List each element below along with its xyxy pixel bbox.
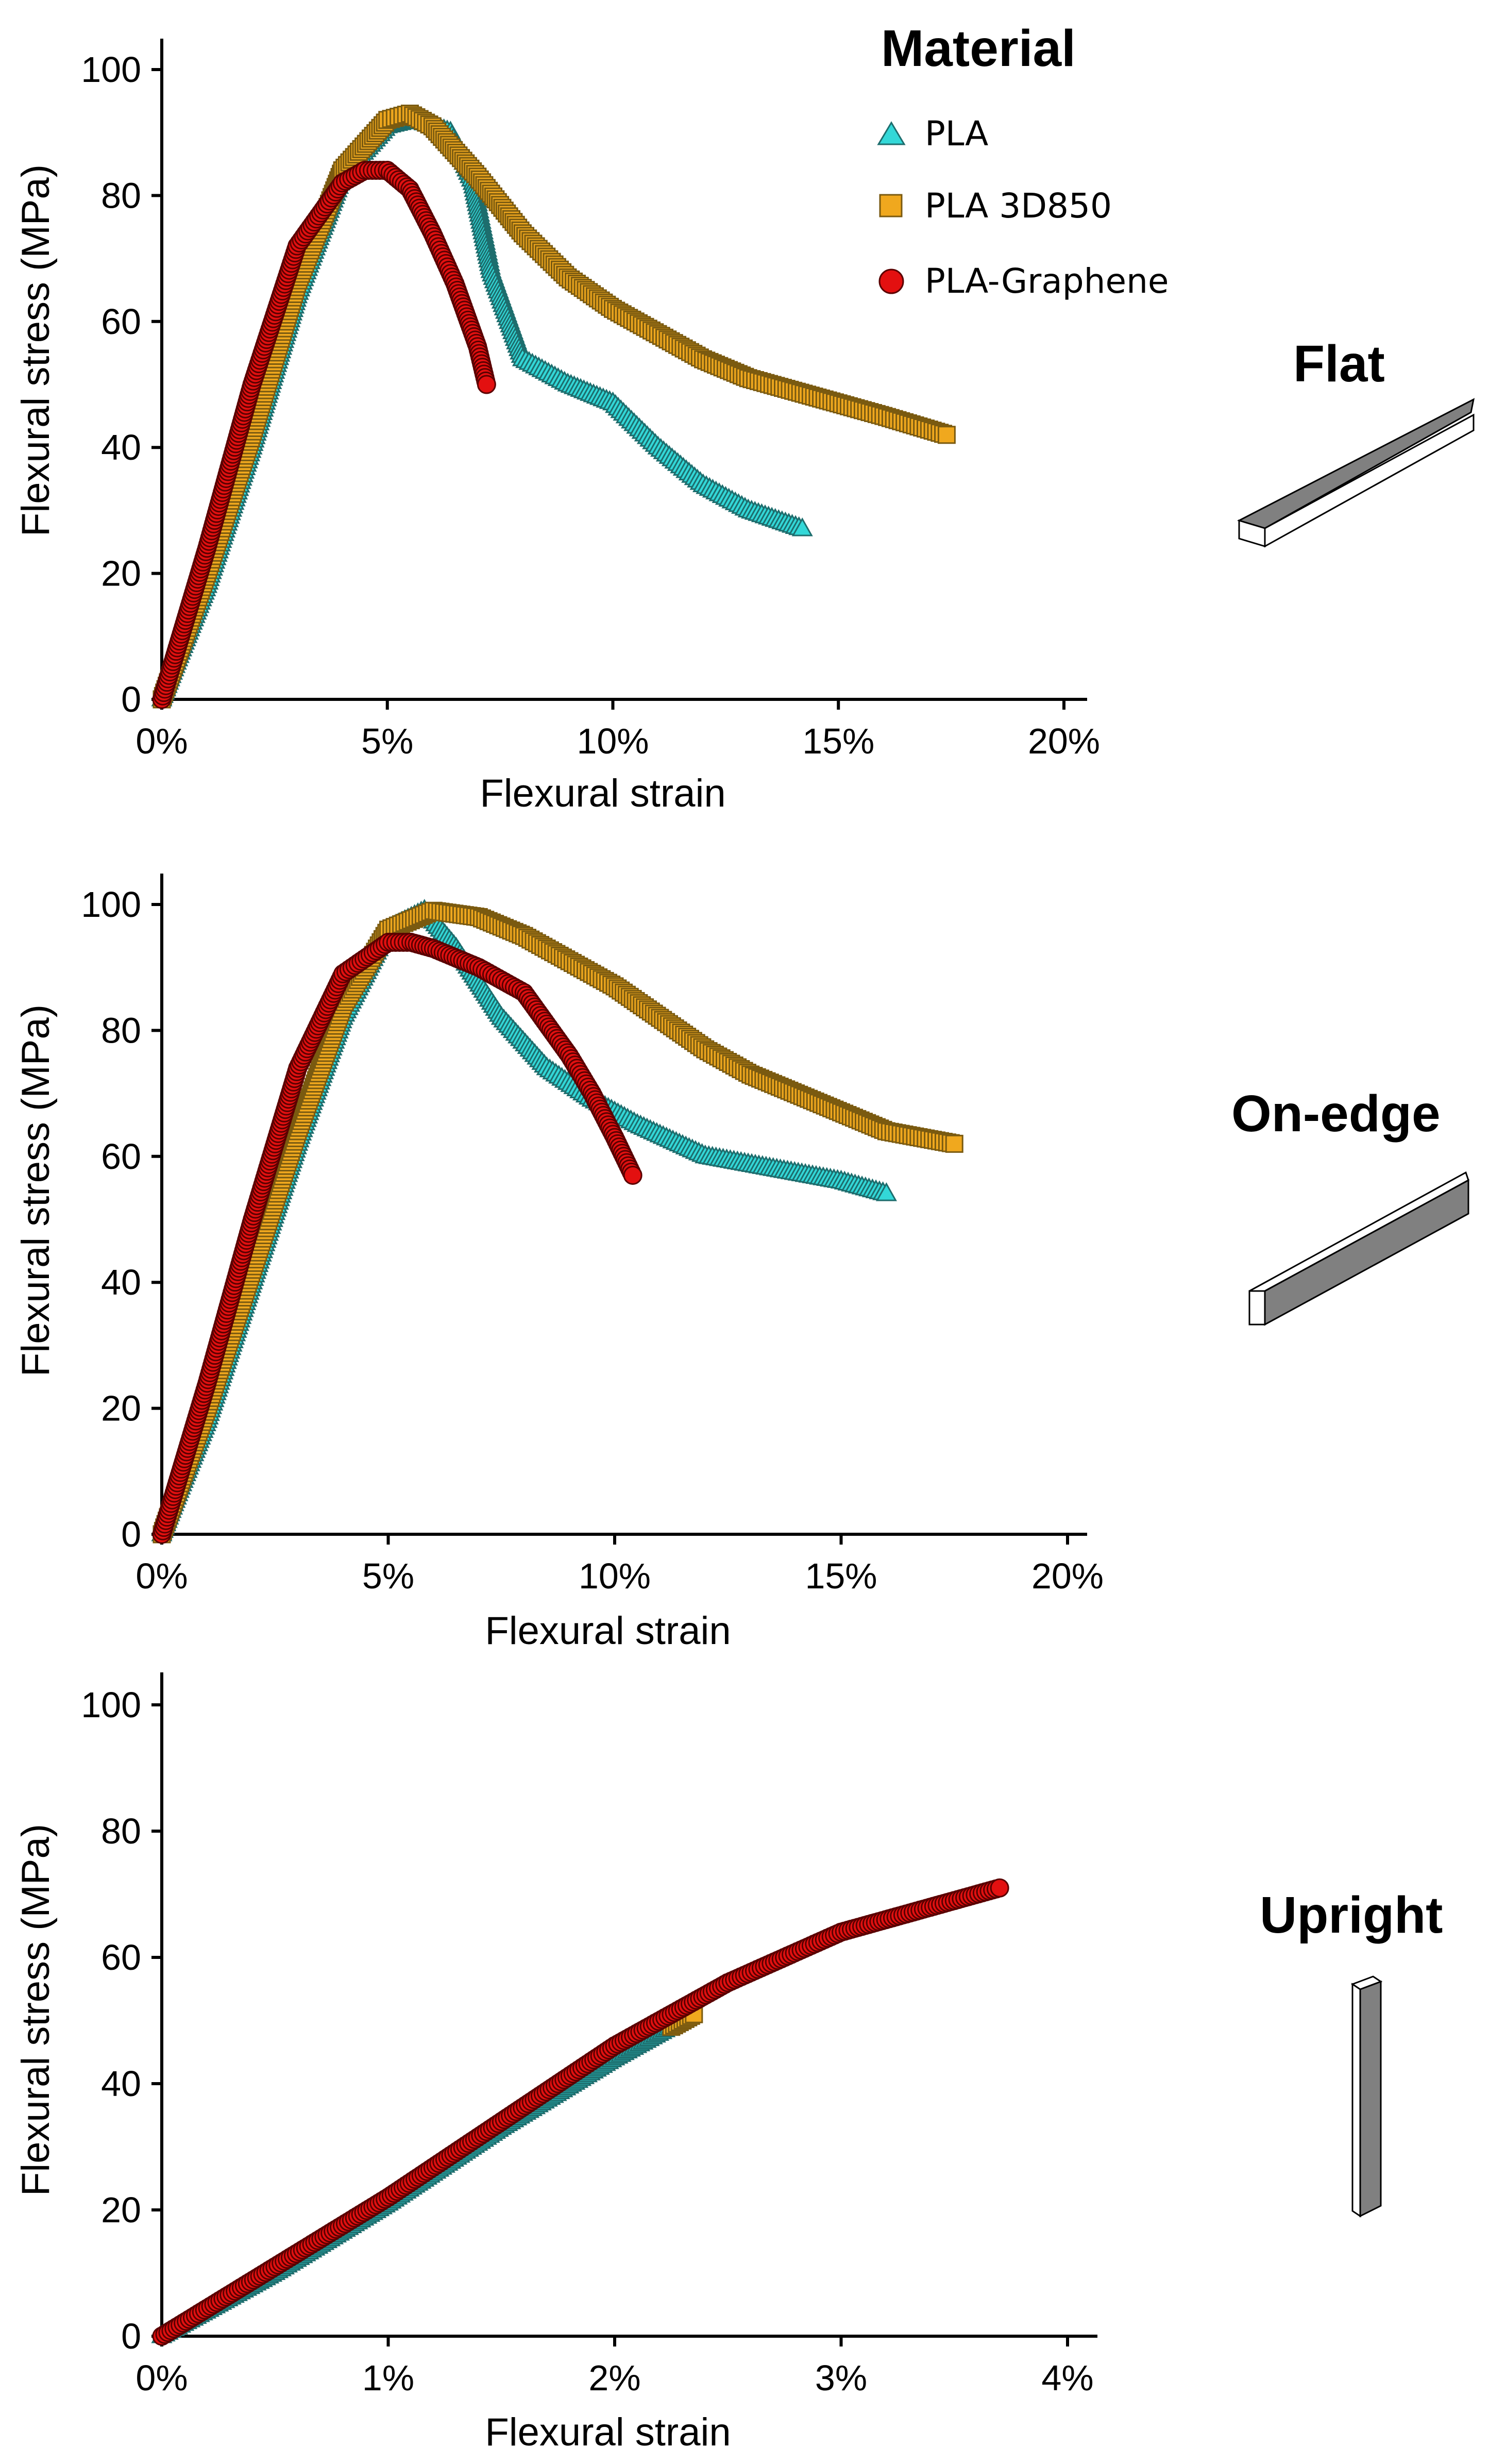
y-tick-label: 20 [101,1388,141,1429]
series-pla-graphene [152,1878,1009,2346]
panel-title-upright: Upright [1260,1886,1443,1944]
x-tick-label: 5% [362,1556,414,1596]
y-tick-label: 60 [101,1937,141,1977]
y-tick-label: 80 [101,1811,141,1851]
x-axis-label: Flexural strain [485,2410,731,2454]
chart-upright: 0 20 40 60 80 100 0% 1% 2% 3% 4% Flexural strain F… [14,1672,1097,2454]
data-point [477,375,496,394]
legend-marker-square [879,194,903,217]
y-axis-label: Flexural stress (MPa) [14,1824,58,2196]
x-tick-label: 10% [577,721,649,761]
y-axis-label: Flexural stress (MPa) [14,1004,58,1377]
data-point [623,1165,642,1185]
legend-entry-pla: PLA [877,114,988,154]
x-tick-label: 15% [802,721,874,761]
specimen-upright-icon [1350,1975,1383,2218]
x-tick-label: 1% [362,2358,414,2398]
y-tick-label: 80 [101,175,141,215]
x-tick-label: 5% [361,721,413,761]
x-tick-label: 4% [1041,2358,1093,2398]
y-tick-label: 40 [101,427,141,467]
y-tick-label: 0 [121,2316,141,2356]
legend-marker-triangle [877,121,906,145]
x-tick-label: 15% [805,1556,877,1596]
legend-label-pla-graphene: PLA-Graphene [925,261,1169,301]
data-point [945,1134,963,1153]
data-point [990,1878,1009,1898]
data-point [937,426,956,444]
specimen-flat-icon [1237,398,1475,548]
y-tick-label: 60 [101,1136,141,1177]
legend-marker-circle [878,269,904,294]
legend-label-pla: PLA [925,114,988,154]
x-tick-label: 0% [136,1556,188,1596]
chart-flat: 0 20 40 60 80 100 0% 5% 10% 15% 20% Flexural strai… [14,39,1100,815]
x-tick-label: 0% [136,2358,188,2398]
legend: Material PLA PLA 3D850 PLA-Graphene [877,20,1169,301]
y-tick-label: 100 [81,1685,141,1725]
x-axis-label: Flexural strain [485,1609,731,1653]
y-tick-label: 100 [81,49,141,90]
data-point [875,1182,897,1201]
y-tick-label: 100 [81,884,141,925]
x-tick-label: 2% [588,2358,640,2398]
series-pla-graphene [152,932,642,1544]
legend-entry-pla-graphene: PLA-Graphene [878,261,1169,301]
x-tick-label: 20% [1031,1556,1104,1596]
y-tick-label: 20 [101,2190,141,2230]
panel-title-flat: Flat [1293,335,1385,393]
x-tick-label: 10% [579,1556,651,1596]
y-tick-label: 20 [101,554,141,594]
y-tick-label: 40 [101,1262,141,1302]
x-axis-label: Flexural strain [480,772,725,815]
series-pla-3d850 [153,901,963,1544]
legend-label-pla-3d850: PLA 3D850 [925,186,1112,226]
data-point [791,517,813,537]
y-axis-label: Flexural stress (MPa) [14,164,58,537]
x-tick-label: 20% [1028,721,1100,761]
y-tick-label: 80 [101,1010,141,1050]
series-pla-graphene [152,161,496,709]
legend-entry-pla-3d850: PLA 3D850 [879,186,1112,226]
y-tick-label: 0 [121,1514,141,1554]
x-tick-label: 3% [815,2358,867,2398]
x-tick-label: 0% [136,721,188,761]
specimen-on-edge-icon [1248,1171,1469,1326]
legend-title: Material [881,20,1076,77]
y-tick-label: 40 [101,2064,141,2104]
chart-on-edge: 0 20 40 60 80 100 0% 5% 10% 15% 20% Flexural strai… [14,874,1104,1653]
panel-title-on-edge: On-edge [1231,1085,1441,1143]
y-tick-label: 0 [121,679,141,719]
y-tick-label: 60 [101,301,141,342]
